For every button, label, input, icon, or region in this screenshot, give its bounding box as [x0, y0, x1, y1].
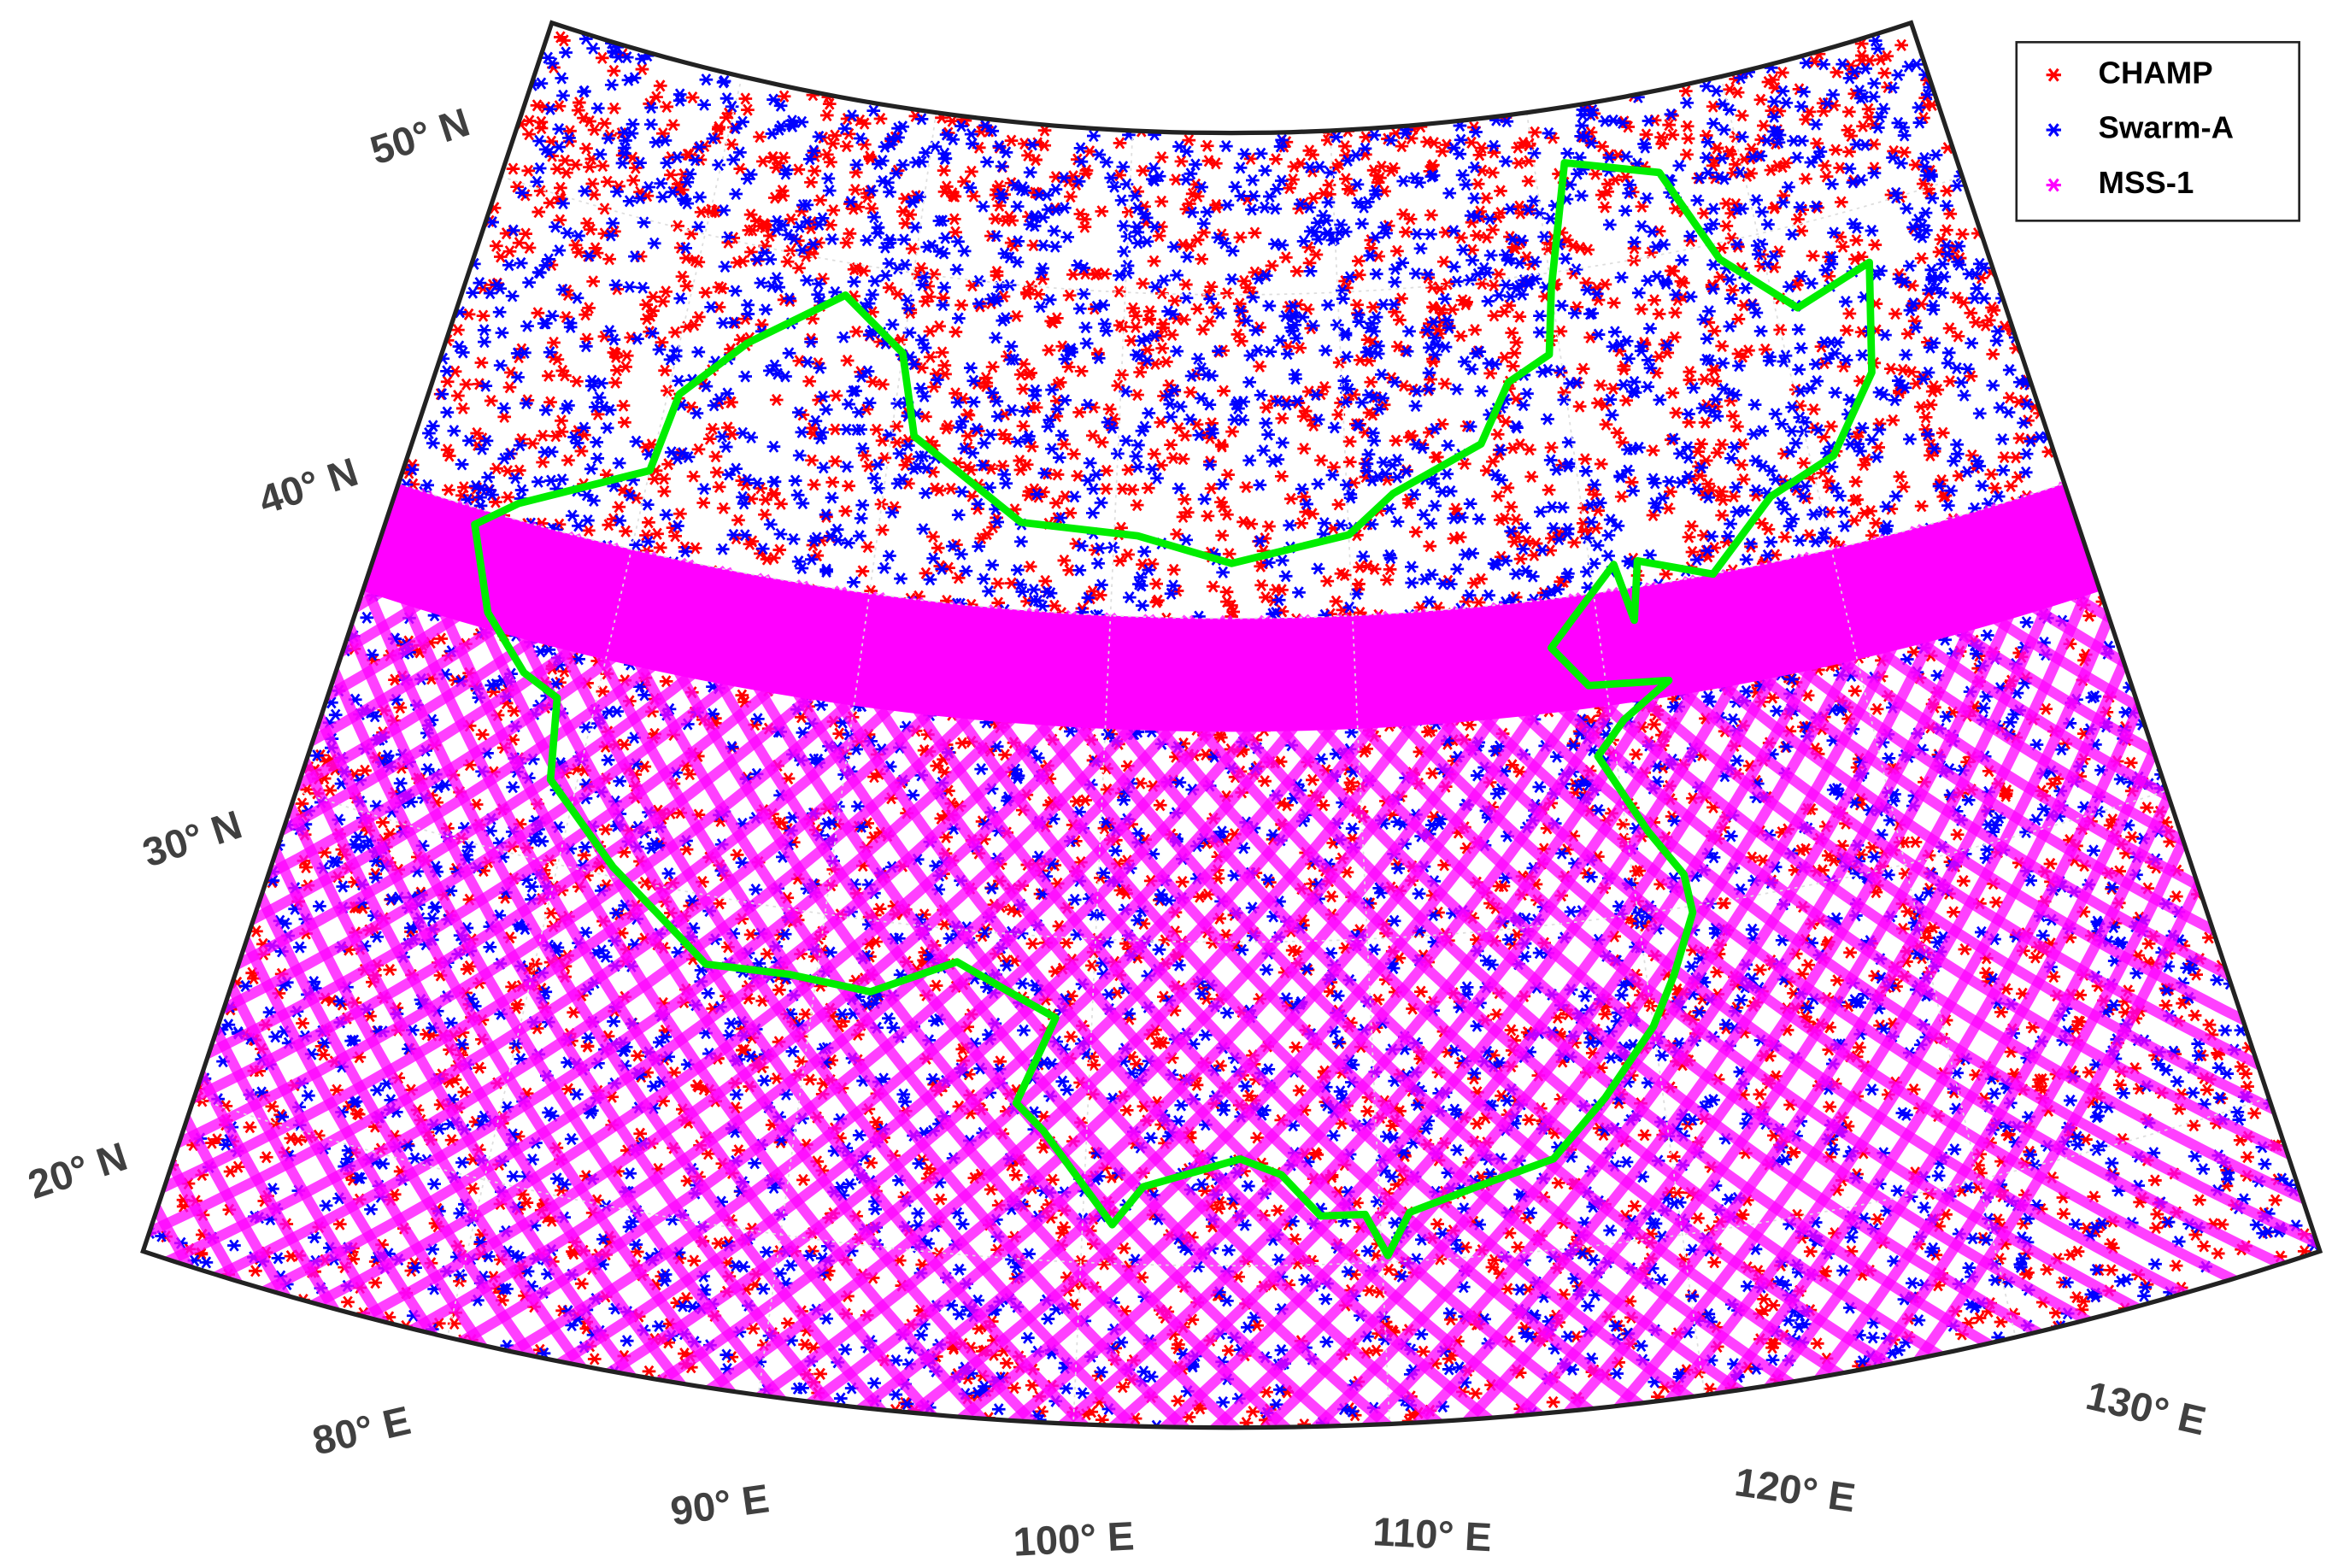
mss-track	[1338, 612, 2278, 1305]
mss-track	[1106, 612, 1982, 1383]
legend-box	[2015, 41, 2300, 222]
mss-track	[421, 490, 1070, 1428]
legend-marker	[2046, 68, 2062, 82]
mss-track	[1648, 580, 2320, 1160]
legend-label: Swarm-A	[2099, 110, 2234, 145]
graticule	[193, 1096, 2270, 1267]
mss-track	[348, 466, 967, 1428]
mss-track	[683, 559, 1427, 1428]
mss-track	[951, 601, 1782, 1422]
mss-track	[143, 255, 314, 1339]
mss-track	[645, 551, 1376, 1428]
mss-track	[1609, 586, 2320, 1180]
mss-track	[1184, 614, 2082, 1360]
legend-marker	[2046, 123, 2062, 138]
mss-track	[1912, 523, 2320, 997]
mss-track	[1029, 608, 1883, 1404]
mss-track	[143, 273, 364, 1352]
mss-track	[532, 523, 1223, 1428]
mss-track	[1571, 592, 2320, 1201]
mss-track	[608, 542, 1325, 1428]
china-border	[471, 159, 1876, 1260]
mss-track	[570, 533, 1274, 1428]
lon-label: 100° E	[1012, 1512, 1135, 1564]
mss-track	[1685, 574, 2320, 1138]
mss-track	[143, 292, 414, 1365]
legend-items: CHAMP Swarm-A MSS-1	[2046, 55, 2234, 200]
mss-track	[1724, 567, 2320, 1117]
legend-marker	[2046, 178, 2062, 192]
mss-track	[1875, 533, 2320, 1022]
mss-track	[1837, 543, 2320, 1047]
mss-track	[384, 479, 1019, 1428]
legend-label: CHAMP	[2099, 55, 2213, 90]
mss-track	[1300, 614, 2229, 1319]
graticule	[1072, 130, 1134, 1424]
graticule	[1329, 130, 1391, 1424]
legend: CHAMP Swarm-A MSS-1	[2015, 41, 2300, 222]
mss-track	[1067, 610, 1933, 1394]
mss-track	[1261, 614, 2180, 1334]
mss-track	[797, 580, 1579, 1428]
mss-track	[721, 567, 1477, 1428]
mss-track	[1416, 608, 2320, 1272]
mss-track	[913, 596, 1731, 1428]
lon-label: 110° E	[1372, 1508, 1493, 1559]
graticule	[296, 790, 2167, 943]
mss-track	[836, 586, 1630, 1428]
legend-label: MSS-1	[2099, 165, 2194, 200]
graticule	[446, 76, 743, 1338]
mss-track	[458, 502, 1120, 1428]
mss-track	[1532, 596, 2320, 1219]
mss-track	[1222, 614, 2131, 1348]
mss-track	[1454, 605, 2320, 1255]
mss-track	[311, 452, 917, 1428]
mss-track	[495, 513, 1172, 1428]
map-frame	[140, 20, 2323, 1430]
mss-track	[1494, 601, 2320, 1238]
mss-track	[1377, 610, 2320, 1289]
mss-track	[759, 573, 1529, 1428]
mss-track	[874, 591, 1681, 1428]
mss-track	[1145, 614, 2032, 1372]
graticule	[500, 175, 1963, 296]
